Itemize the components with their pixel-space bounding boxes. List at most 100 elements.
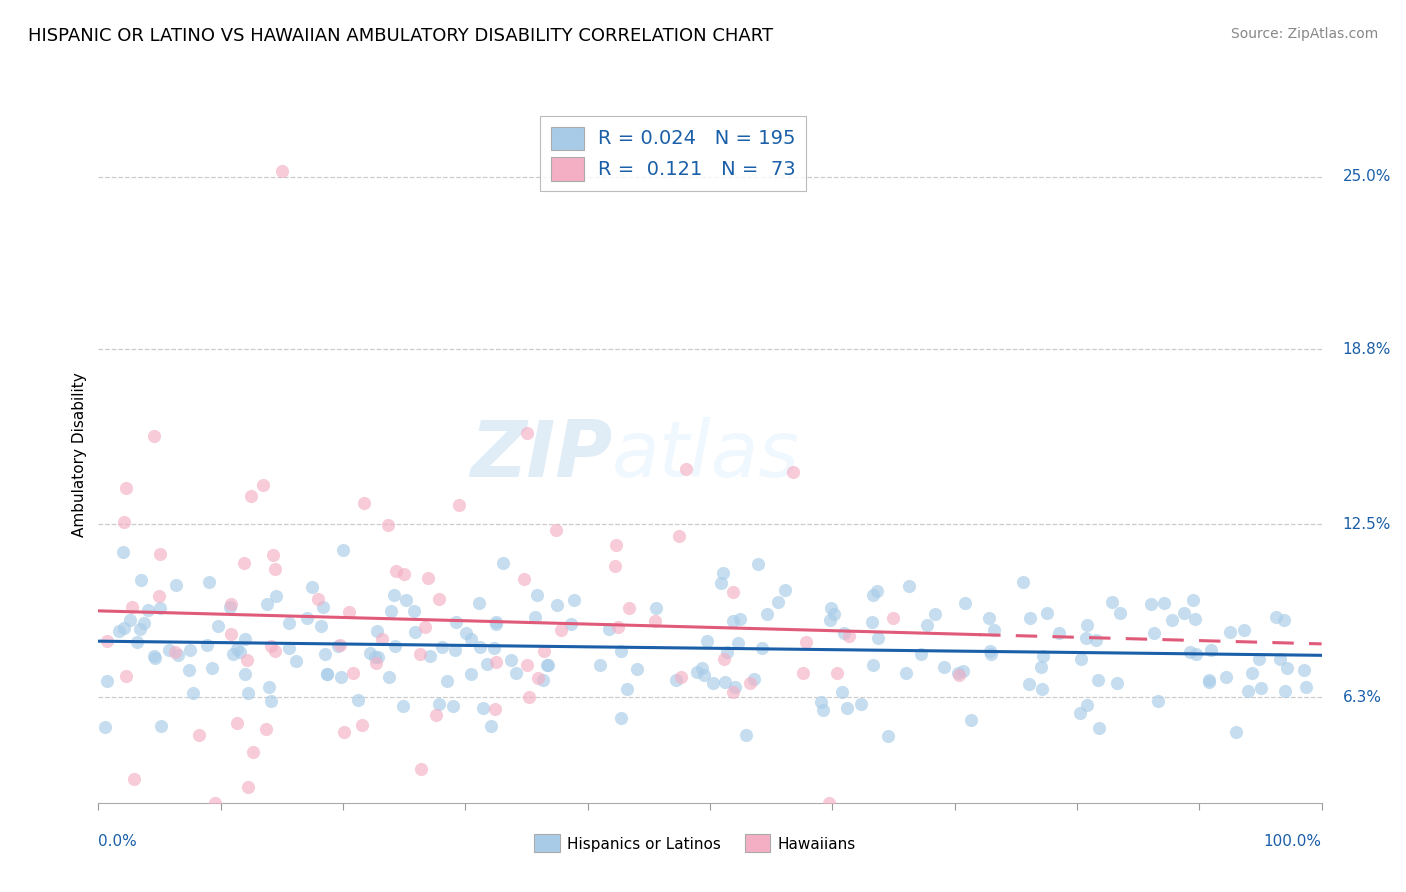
Point [96, 673, 118, 688]
Text: ZIP: ZIP [470, 417, 612, 493]
Point [112, 621, 135, 635]
Point [1185, 647, 1208, 661]
Point [312, 599, 335, 614]
Point [1070, 652, 1092, 666]
Point [894, 666, 917, 681]
Point [523, 610, 546, 624]
Point [818, 613, 841, 627]
Point [560, 617, 582, 632]
Point [517, 690, 540, 705]
Point [142, 648, 165, 663]
Point [425, 708, 447, 723]
Text: Hawaiians: Hawaiians [778, 838, 856, 852]
Point [392, 567, 415, 582]
Point [337, 605, 360, 619]
Point [1199, 643, 1222, 657]
Point [823, 607, 845, 621]
Text: atlas: atlas [612, 417, 800, 493]
Point [264, 562, 287, 576]
Point [882, 611, 904, 625]
Point [696, 634, 718, 648]
Point [607, 620, 630, 634]
Point [980, 647, 1002, 661]
Point [516, 657, 538, 672]
Point [546, 598, 568, 612]
Point [1011, 574, 1033, 589]
Point [309, 619, 332, 633]
Point [188, 728, 211, 742]
Point [118, 613, 141, 627]
Point [96, 633, 118, 648]
Point [270, 164, 294, 178]
Point [645, 601, 668, 615]
Point [1274, 684, 1296, 698]
Point [221, 597, 243, 611]
Point [330, 670, 353, 684]
Point [385, 564, 408, 578]
Point [143, 429, 166, 443]
Point [1218, 625, 1240, 640]
Point [415, 620, 437, 634]
Point [711, 566, 734, 580]
Point [915, 617, 938, 632]
Point [835, 701, 858, 715]
Point [1295, 680, 1317, 694]
Point [983, 624, 1005, 638]
Point [960, 713, 983, 727]
Point [526, 588, 548, 602]
Point [278, 616, 301, 631]
Point [148, 590, 170, 604]
Point [222, 647, 245, 661]
Point [427, 591, 450, 606]
Point [740, 676, 762, 690]
Point [264, 589, 287, 603]
Text: Hispanics or Latinos: Hispanics or Latinos [567, 838, 720, 852]
Point [382, 588, 405, 602]
Point [1147, 694, 1170, 708]
Point [262, 548, 284, 562]
Point [831, 685, 853, 699]
Point [1240, 665, 1263, 680]
Point [114, 481, 136, 495]
Point [730, 611, 752, 625]
Point [353, 496, 375, 510]
Point [315, 667, 337, 681]
Point [256, 597, 278, 611]
Point [111, 545, 134, 559]
Point [485, 656, 508, 670]
Point [236, 780, 259, 794]
Point [181, 686, 204, 700]
Point [1264, 609, 1286, 624]
Point [416, 571, 439, 585]
Point [1294, 663, 1316, 677]
Point [747, 557, 769, 571]
Text: 0.0%: 0.0% [98, 834, 138, 849]
Point [782, 466, 804, 480]
Point [233, 632, 256, 647]
Point [367, 650, 389, 665]
Point [1031, 660, 1053, 674]
Point [1268, 651, 1291, 665]
Point [714, 675, 737, 690]
Point [709, 576, 731, 591]
Point [794, 635, 817, 649]
Point [233, 666, 256, 681]
Point [165, 578, 187, 592]
Point [1173, 606, 1195, 620]
Point [1160, 613, 1182, 627]
Point [668, 529, 690, 543]
Point [477, 657, 499, 671]
Point [295, 611, 318, 625]
Point [866, 583, 889, 598]
Point [1233, 623, 1256, 637]
Point [702, 676, 724, 690]
Point [402, 604, 425, 618]
Point [236, 686, 259, 700]
Point [352, 718, 374, 732]
Point [314, 648, 336, 662]
Point [150, 719, 173, 733]
Point [675, 462, 697, 476]
Point [1143, 625, 1166, 640]
Point [242, 745, 264, 759]
Point [1109, 606, 1132, 620]
